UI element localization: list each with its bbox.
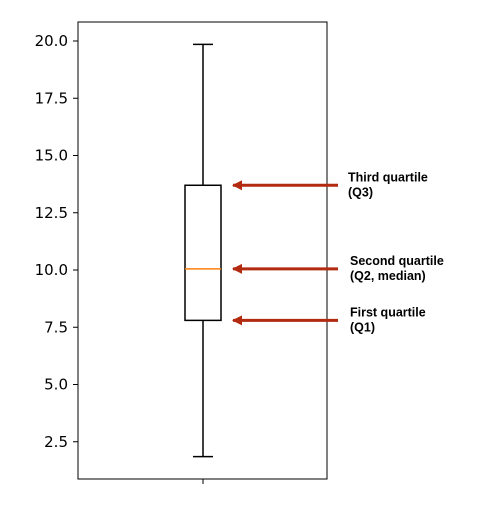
y-tick-label: 17.5	[35, 89, 68, 107]
y-tick-label: 20.0	[35, 32, 68, 50]
y-tick-label: 5.0	[44, 376, 68, 394]
annotation-sublabel-q3: (Q3)	[348, 185, 373, 199]
y-tick-label: 12.5	[35, 204, 68, 222]
annotation-sublabel-q1: (Q1)	[350, 320, 375, 334]
y-tick-label: 2.5	[44, 433, 68, 451]
y-tick-label: 15.0	[35, 147, 68, 165]
annotation-label-median: Second quartile	[350, 254, 444, 268]
annotation-label-q1: First quartile	[350, 305, 426, 319]
iqr-box	[184, 184, 222, 322]
annotation-label-q3: Third quartile	[348, 170, 428, 184]
annotation-sublabel-median: (Q2, median)	[350, 269, 426, 283]
y-tick-label: 10.0	[35, 261, 68, 279]
y-tick-label: 7.5	[44, 318, 68, 336]
